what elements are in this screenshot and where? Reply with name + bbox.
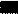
PathPatch shape — [10, 4, 11, 5]
